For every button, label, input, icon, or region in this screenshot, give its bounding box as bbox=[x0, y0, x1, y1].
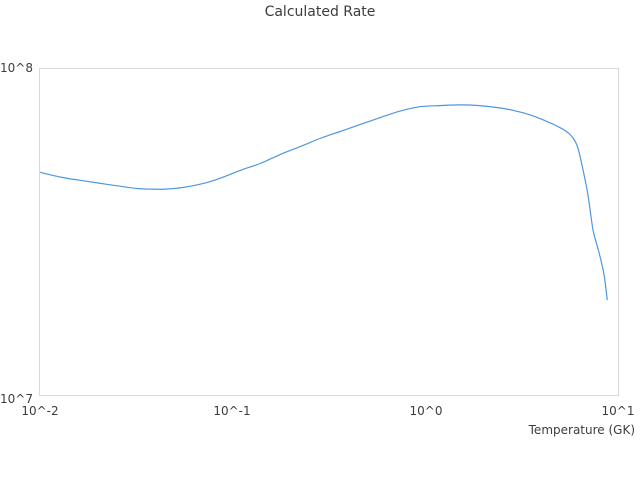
y-tick-1e7: 10^7 bbox=[0, 392, 33, 406]
y-tick-1e8: 10^8 bbox=[0, 61, 33, 75]
x-tick-1e0: 10^0 bbox=[409, 404, 443, 418]
calculated-rate-line bbox=[40, 104, 608, 301]
line-series-canvas bbox=[40, 104, 608, 301]
x-tick-1e-2: 10^-2 bbox=[21, 404, 59, 418]
x-tick-1e1: 10^1 bbox=[601, 404, 635, 418]
plot-area bbox=[39, 68, 619, 396]
x-tick-1e-1: 10^-1 bbox=[213, 404, 251, 418]
chart-title: Calculated Rate bbox=[264, 4, 376, 20]
x-axis-label: Temperature (GK) bbox=[528, 423, 635, 437]
